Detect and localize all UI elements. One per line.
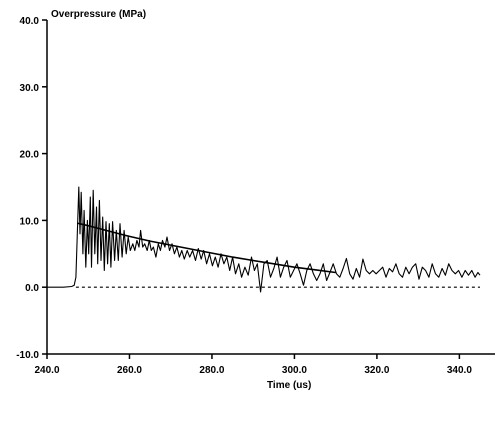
y-tick-label: 0.0 — [25, 283, 39, 294]
x-tick-label: 240.0 — [34, 365, 59, 376]
tick-labels: -10.0 0.0 10.0 20.0 30.0 40.0 240.0 260.0 280.0 3… — [16, 16, 472, 376]
x-axis-title: Time (us) — [267, 380, 311, 391]
y-tick-label: 40.0 — [20, 16, 40, 27]
x-tick-label: 320.0 — [364, 365, 389, 376]
y-axis-title: Overpressure (MPa) — [51, 9, 146, 20]
y-tick-label: -10.0 — [16, 350, 39, 361]
x-tick-label: 340.0 — [447, 365, 472, 376]
y-tick-label: 10.0 — [20, 216, 40, 227]
pressure-trace-line — [47, 186, 481, 293]
decay-fit-line — [76, 222, 336, 274]
series-layer — [47, 186, 481, 293]
x-tick-label: 300.0 — [282, 365, 307, 376]
x-tick-label: 260.0 — [117, 365, 142, 376]
tick-marks — [42, 19, 461, 359]
y-tick-label: 20.0 — [20, 150, 40, 161]
axes — [46, 20, 495, 355]
x-tick-label: 280.0 — [199, 365, 224, 376]
y-tick-label: 30.0 — [20, 83, 40, 94]
